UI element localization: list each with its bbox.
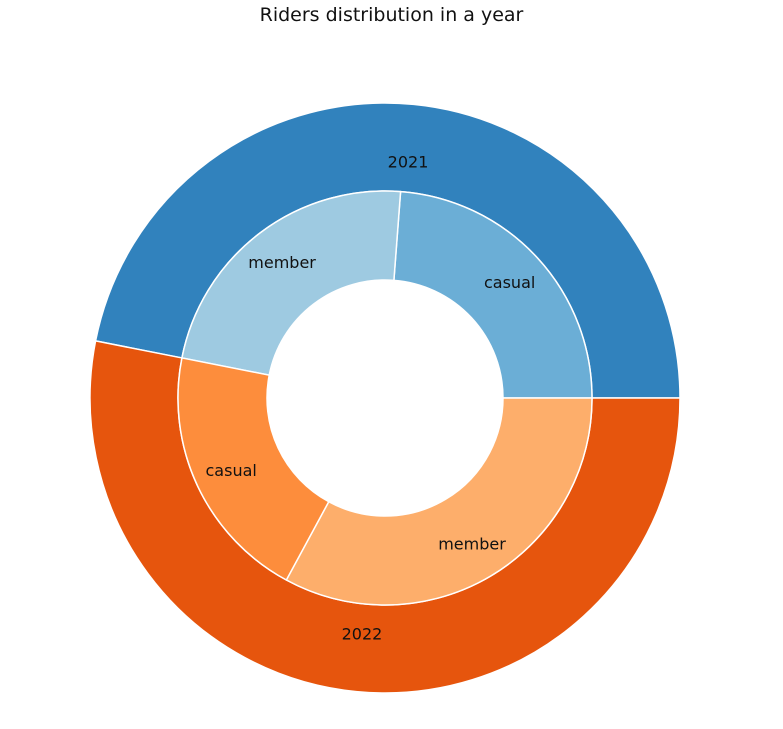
inner-slice-2021-casual	[393, 190, 593, 399]
chart-title: Riders distribution in a year	[259, 4, 524, 26]
inner-ring	[177, 190, 593, 606]
inner-label-2021-member: member	[248, 253, 316, 272]
inner-label-2021-casual: casual	[484, 273, 535, 292]
inner-slice-2022-casual	[177, 357, 330, 582]
inner-slice-2021-member	[181, 190, 402, 377]
inner-label-2022-member: member	[438, 535, 506, 554]
inner-slice-2022-member	[285, 397, 593, 606]
inner-label-2022-casual: casual	[206, 461, 257, 480]
outer-label-2022: 2022	[342, 624, 383, 643]
outer-label-2021: 2021	[388, 153, 429, 172]
slice-labels: 2021 2022 casual member casual member	[206, 153, 536, 644]
